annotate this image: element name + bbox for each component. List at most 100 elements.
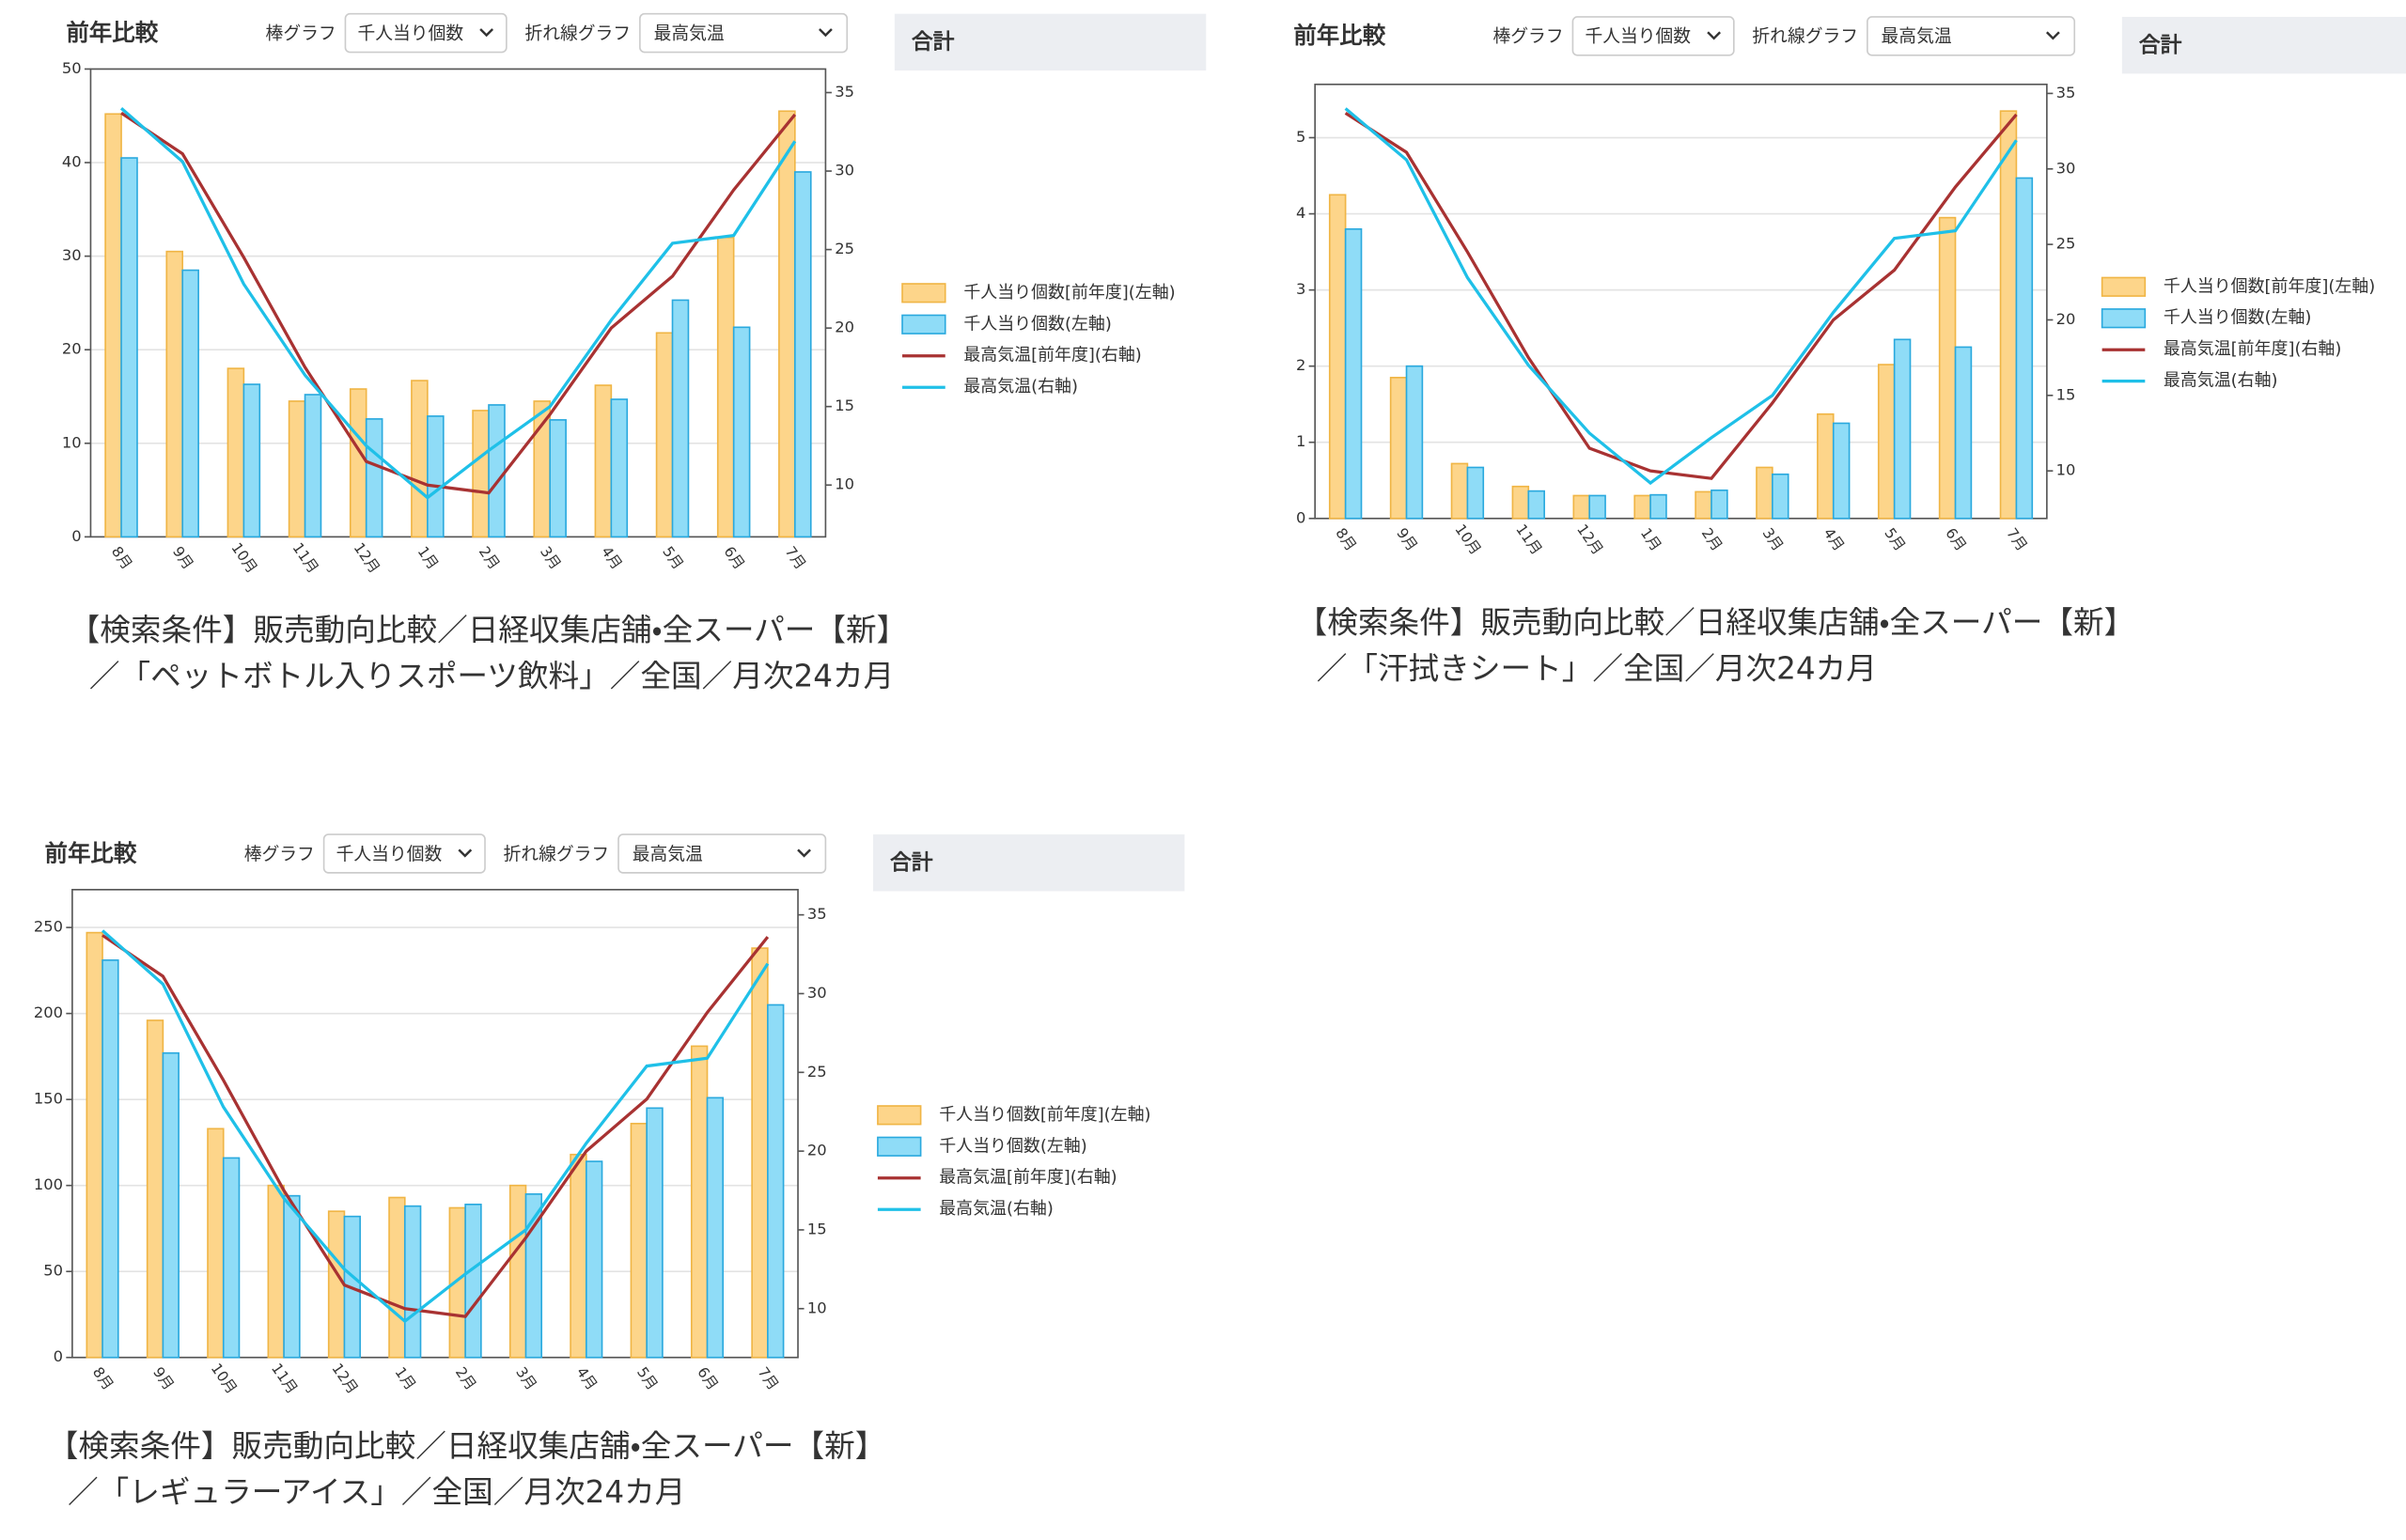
y2-tick-label: 35 [807,905,827,923]
y-tick-label: 4 [1296,204,1305,222]
bar [1772,473,1789,520]
bar [1344,227,1363,520]
bar [690,1045,709,1359]
line-select[interactable] [617,833,827,874]
bar-select[interactable] [322,833,486,874]
x-tick-label: 6月 [720,543,747,572]
y2-tick-label: 30 [2056,159,2076,177]
bar [549,419,567,538]
bar-select[interactable] [344,12,508,54]
total-label: 合計 [912,30,955,54]
bar [181,269,199,538]
line-select[interactable] [1867,16,2076,56]
line-select-value: 最高気温 [1882,26,1952,47]
bar [104,113,122,538]
bar [1450,462,1469,520]
total-box [2121,16,2406,74]
y-tick-label: 50 [62,59,82,77]
plot-frame [71,889,799,1359]
line [120,111,797,495]
x-tick-label: 4月 [1820,525,1848,554]
y2-tick-label: 10 [807,1299,827,1316]
bar [1954,346,1973,520]
panel: 前年比較 棒グラフ 千人当り個数 折れ線グラフ 最高気温 合計 0 50 100 150 200 25… [34,833,1185,1510]
bar [267,1184,285,1359]
bar [288,400,306,538]
y2-tick-label: 10 [835,475,854,493]
bar [751,947,769,1359]
line [1344,107,2018,486]
x-tick-label: 12月 [328,1361,361,1397]
bar [671,299,690,538]
y-tick-label: 0 [54,1347,63,1365]
line-select[interactable] [639,12,849,54]
bar-select-value: 千人当り個数 [336,844,443,864]
bar-select-value: 千人当り個数 [358,23,464,43]
caption: 【検索条件】販売動向比較／日経収集店舗・全スーパー【新】 [70,613,908,648]
x-tick-label: 1月 [1637,525,1664,554]
legend-label: 最高気温(右軸) [939,1199,1054,1219]
y-tick-label: 5 [1296,128,1305,146]
panel-title: 前年比較 [1293,22,1385,49]
total-label: 合計 [890,851,933,876]
bar [630,1122,648,1359]
x-tick-label: 4月 [598,543,625,572]
y2-tick-label: 10 [2056,461,2076,479]
y2-tick-label: 15 [2056,385,2076,403]
line-label: 折れ線グラフ [504,844,610,864]
caption: 【検索条件】販売動向比較／日経収集店舗・全スーパー【新】 [48,1428,886,1464]
chevron [1707,31,1722,40]
x-tick-label: 1月 [392,1364,419,1393]
x-tick-label: 11月 [289,539,321,576]
x-tick-label: 5月 [1881,525,1908,554]
line [119,107,797,500]
bar [1893,338,1912,520]
y2-tick-label: 20 [807,1142,827,1159]
y-tick-label: 150 [34,1090,63,1108]
chevron [479,28,494,38]
bar [165,250,184,538]
bar [162,1051,180,1359]
line [1344,111,2018,480]
bar [1832,422,1851,520]
bar [349,388,367,538]
bar-select[interactable] [1571,16,1735,56]
y2-tick-label: 30 [807,984,827,1002]
total-box [894,13,1207,71]
y2-tick-label: 25 [807,1063,827,1081]
bar [427,415,445,538]
panel-title: 前年比較 [66,19,158,46]
legend-label: 最高気温(右軸) [2164,371,2278,391]
bar [464,1204,482,1359]
legend-label: 千人当り個数[前年度](左軸) [2164,276,2375,296]
x-tick-label: 9月 [1393,525,1420,554]
bar [403,1205,422,1359]
bar [1588,494,1606,520]
y-tick-label: 1 [1296,432,1305,450]
bar [585,1160,603,1359]
legend-label: 千人当り個数(左軸) [963,314,1111,334]
y2-tick-label: 15 [835,397,854,414]
legend-label: 最高気温[前年度](右軸) [963,346,1141,366]
x-tick-label: 3月 [512,1364,539,1393]
x-tick-label: 5月 [659,543,686,572]
legend-label: 千人当り個数(左軸) [939,1136,1086,1156]
x-tick-label: 3月 [1759,525,1787,554]
x-tick-label: 10月 [227,539,260,576]
bar [1572,494,1590,520]
y2-tick-label: 15 [807,1220,827,1237]
x-tick-label: 10月 [1451,521,1484,558]
bar [1389,377,1408,520]
bar [102,959,119,1359]
bar [1999,110,2018,520]
legend-swatch [901,314,946,334]
bar [1877,364,1896,520]
bar [610,398,629,538]
x-tick-label: 11月 [268,1361,301,1397]
y2-tick-label: 25 [835,240,854,257]
y2-tick-label: 20 [2056,310,2076,328]
x-tick-label: 6月 [1942,525,1969,554]
bar [570,1153,587,1359]
bar [1511,485,1530,520]
bar [1405,365,1424,520]
